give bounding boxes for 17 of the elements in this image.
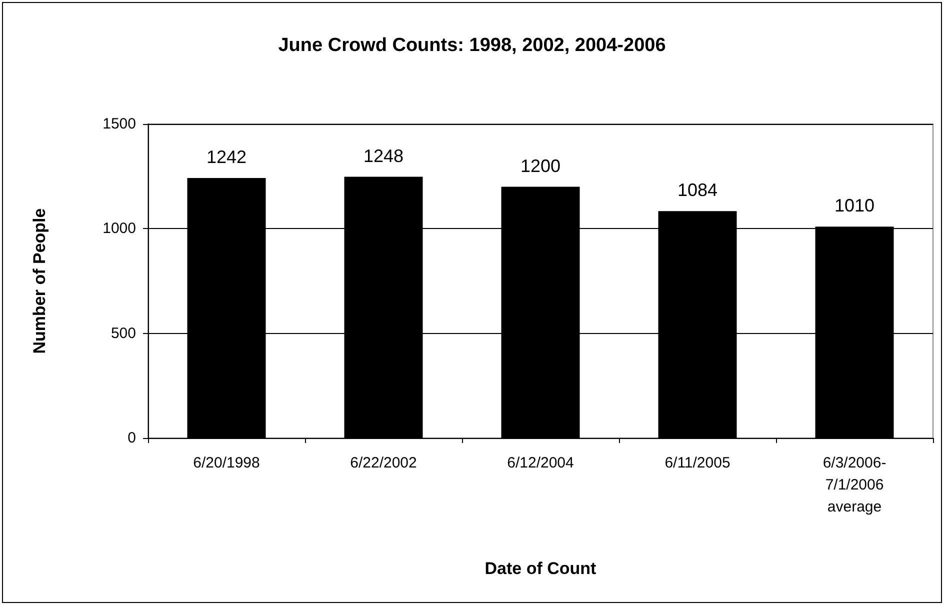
data-label: 1248 [363,146,404,166]
x-tick-label: 6/22/2002 [350,454,417,472]
data-label: 1242 [206,147,247,168]
y-tick-label: 500 [110,324,136,342]
y-tick-label: 1000 [102,220,136,238]
x-tick-label: 6/20/1998 [193,454,260,472]
data-label: 1010 [834,196,875,216]
y-axis-title: Number of People [30,208,49,354]
data-label: 1200 [520,156,561,176]
x-axis-title: Date of Count [484,559,597,578]
chart-title: June Crowd Counts: 1998, 2002, 2004-2006 [278,35,666,56]
data-label: 1084 [677,180,718,200]
y-tick-label: 0 [128,430,136,446]
x-tick-label: 6/12/2004 [507,454,574,472]
x-tick-label: 6/3/2006-7/1/2006 average [822,454,886,516]
y-tick-label: 1500 [102,116,136,132]
x-tick-label: 6/11/2005 [664,454,730,472]
